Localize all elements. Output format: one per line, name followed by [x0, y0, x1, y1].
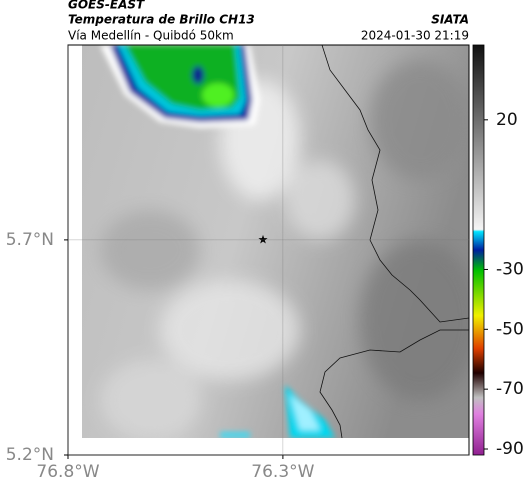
- colorbar-tick-label: -90: [496, 439, 524, 459]
- y-tick-label: 5.7°N: [6, 230, 54, 250]
- timestamp: 2024-01-30 21:19: [361, 29, 469, 43]
- route: Vía Medellín - Quibdó 50km: [68, 29, 234, 43]
- colorbar-tick-label: -70: [496, 379, 524, 399]
- x-tick-label: 76.3°W: [251, 462, 314, 482]
- colorbar: [472, 44, 485, 456]
- location-marker: ★: [258, 233, 269, 247]
- y-tick-label: 5.2°N: [6, 445, 54, 465]
- satellite-image: [82, 45, 469, 438]
- x-tick-label: 76.8°W: [36, 462, 99, 482]
- source: SIATA: [431, 13, 469, 27]
- subtitle: Temperatura de Brillo CH13: [68, 13, 255, 27]
- colorbar-tick-label: -50: [496, 319, 524, 339]
- title: GOES-EAST: [68, 0, 145, 12]
- colorbar-tick-label: 20: [496, 110, 518, 130]
- colorbar-tick-label: -30: [496, 259, 524, 279]
